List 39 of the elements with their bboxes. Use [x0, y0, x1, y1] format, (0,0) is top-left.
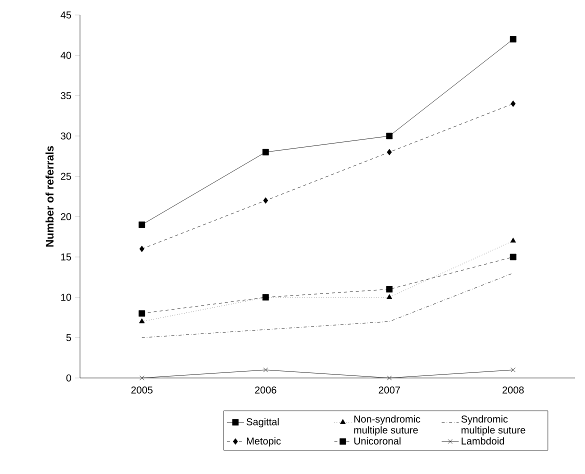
- point: [138, 222, 146, 228]
- point: [386, 286, 393, 292]
- y-tick-label: 10: [61, 294, 72, 301]
- point: [138, 310, 146, 317]
- legend-label: Syndromic multiple suture: [461, 415, 526, 436]
- y-tick-label: 5: [66, 334, 72, 342]
- x-tick-label: 2005: [131, 386, 153, 394]
- point: [139, 318, 145, 324]
- point: [510, 238, 516, 243]
- point: [386, 148, 392, 156]
- x-tick-label: 2006: [255, 386, 276, 394]
- point: [510, 36, 516, 42]
- point: [386, 294, 392, 300]
- x-tick-label: 2008: [502, 386, 524, 394]
- x-tick-label: 2007: [378, 386, 400, 394]
- y-tick-label: 40: [60, 52, 72, 59]
- legend-label: Metopic: [246, 437, 281, 446]
- legend-label: Non-syndromic multiple suture: [354, 415, 420, 436]
- legend-label: Unicoronal: [354, 437, 400, 445]
- y-tick-label: 25: [60, 172, 72, 180]
- point: [263, 197, 268, 204]
- point: [510, 254, 516, 260]
- point: [263, 368, 268, 372]
- point: [262, 148, 269, 156]
- y-tick-label: 30: [60, 132, 72, 140]
- legend-label: Sagittal: [246, 418, 279, 428]
- point: [387, 376, 392, 380]
- point: [140, 376, 144, 380]
- point: [139, 246, 144, 252]
- y-tick-label: 0: [66, 374, 72, 382]
- legend-label: Lambdoid: [462, 437, 504, 445]
- point: [510, 100, 516, 107]
- y-tick-label: 45: [60, 12, 72, 18]
- point: [510, 368, 516, 372]
- y-tick-label: 15: [61, 254, 72, 260]
- y-tick-label: 35: [60, 92, 72, 100]
- y-tick-label: 20: [60, 213, 72, 220]
- y-axis-title: Number of referrals: [46, 146, 54, 247]
- point: [386, 132, 393, 140]
